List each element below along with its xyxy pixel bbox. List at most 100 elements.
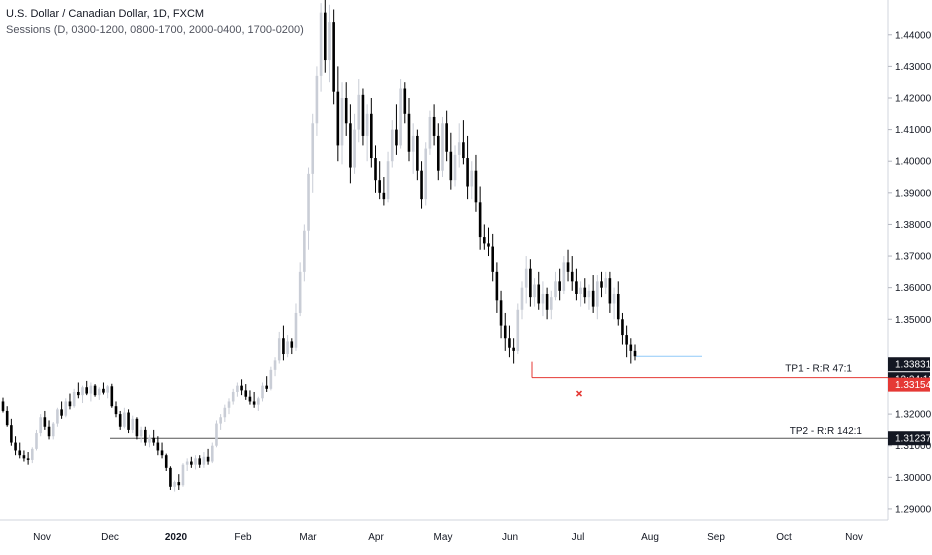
- candle: [524, 256, 528, 304]
- candle-body: [294, 312, 298, 348]
- candle: [537, 271, 541, 310]
- candle-body: [135, 418, 139, 437]
- tp1-price-text: 1.33154: [895, 380, 932, 391]
- candle-body: [311, 123, 315, 174]
- candle-body: [566, 262, 570, 272]
- candle: [558, 268, 561, 301]
- candle: [591, 275, 595, 313]
- candle-body: [261, 385, 264, 399]
- candle: [386, 151, 390, 203]
- candle: [499, 290, 503, 339]
- candle: [286, 335, 289, 358]
- candle: [194, 455, 197, 470]
- candle-body: [236, 385, 239, 392]
- time-axis[interactable]: Nov Dec 2020 Feb Mar Apr May Jun Jul Aug Sep Oct Nov: [33, 532, 863, 543]
- candle-body: [319, 12, 323, 76]
- x-tick-label: Feb: [234, 532, 252, 543]
- candle-body: [503, 325, 507, 339]
- candle-body: [114, 406, 118, 415]
- candle-body: [378, 180, 381, 193]
- candle-body: [596, 281, 599, 307]
- candle-body: [240, 385, 243, 391]
- price-axis[interactable]: 1.44000 1.43000 1.42000 1.41000 1.40000 1.390…: [888, 30, 932, 515]
- candle: [185, 458, 189, 472]
- candle-body: [416, 135, 419, 171]
- candle-body: [370, 113, 373, 159]
- candle: [449, 132, 453, 190]
- candle-body: [583, 287, 587, 298]
- candle-body: [508, 338, 511, 348]
- y-tick-label: 1.44000: [895, 30, 932, 41]
- candle: [579, 281, 582, 307]
- candle: [616, 281, 620, 326]
- candle: [600, 271, 603, 298]
- candle-body: [290, 341, 294, 348]
- candle: [106, 385, 109, 399]
- candle: [529, 259, 532, 307]
- candle-body: [453, 154, 457, 181]
- candle-body: [374, 158, 377, 181]
- candle: [240, 379, 243, 396]
- x-tick-label: Nov: [845, 532, 863, 543]
- candle: [10, 418, 13, 446]
- candle: [533, 278, 536, 307]
- x-tick-label: May: [434, 532, 453, 543]
- candle: [298, 262, 302, 317]
- candle-body: [386, 161, 390, 200]
- candle: [495, 262, 499, 313]
- candle: [441, 116, 444, 178]
- candle-body: [549, 297, 553, 310]
- candle-body: [604, 278, 607, 288]
- candle: [77, 382, 80, 399]
- candle: [152, 429, 155, 446]
- candle: [349, 104, 352, 184]
- candle: [457, 123, 461, 168]
- candle-body: [487, 243, 490, 247]
- candle-body: [286, 341, 289, 355]
- candle-body: [10, 425, 13, 443]
- candle-body: [156, 442, 160, 451]
- candle: [210, 442, 214, 464]
- candle-body: [303, 230, 306, 272]
- x-tick-label: Jul: [572, 532, 585, 543]
- candle: [541, 281, 545, 317]
- candle: [328, 4, 331, 83]
- candle: [382, 177, 386, 206]
- candle-body: [570, 271, 574, 282]
- candle: [227, 398, 231, 415]
- candle-body: [612, 293, 616, 304]
- candle: [625, 325, 628, 358]
- tp2-price-tag: 1.31237: [888, 431, 932, 446]
- x-tick-label: Oct: [776, 532, 792, 543]
- candle-body: [512, 347, 515, 351]
- candle-body: [608, 278, 612, 304]
- candle: [290, 338, 294, 355]
- candle-body: [483, 237, 486, 244]
- candle-body: [118, 414, 122, 427]
- candle: [361, 88, 365, 146]
- candle: [508, 325, 511, 358]
- candle: [503, 312, 507, 351]
- candle-body: [462, 142, 465, 159]
- candle-body: [529, 268, 532, 298]
- chart-legend: U.S. Dollar / Canadian Dollar, 1D, FXCM …: [6, 6, 304, 38]
- x-tick-label: Sep: [707, 532, 725, 543]
- y-tick-label: 1.31000: [895, 441, 932, 452]
- candle: [407, 97, 411, 162]
- candle: [319, 3, 323, 92]
- candle-body: [93, 385, 97, 396]
- candle: [428, 110, 432, 155]
- candle-body: [340, 97, 344, 146]
- candle: [156, 436, 160, 456]
- candle-body: [307, 173, 310, 231]
- candle: [570, 256, 574, 291]
- x-tick-label: Jun: [502, 532, 518, 543]
- x-tick-label: Aug: [641, 532, 659, 543]
- y-tick-label: 1.32000: [895, 410, 932, 421]
- candle-body: [365, 113, 369, 136]
- candle: [390, 120, 394, 168]
- candle-body: [520, 287, 524, 310]
- candle-body: [152, 437, 155, 443]
